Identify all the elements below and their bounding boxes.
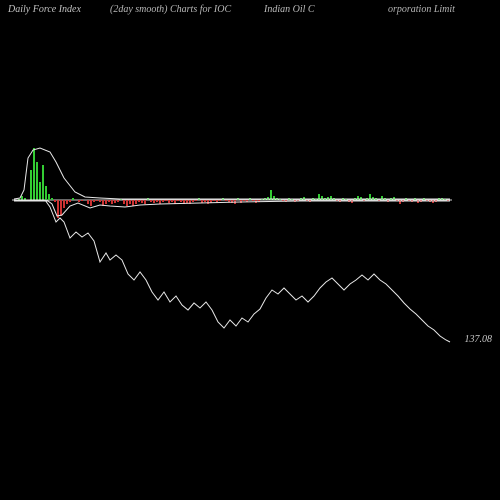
chart-svg [0, 0, 500, 500]
last-price-label: 137.08 [465, 334, 493, 345]
force-index-chart [0, 0, 500, 500]
